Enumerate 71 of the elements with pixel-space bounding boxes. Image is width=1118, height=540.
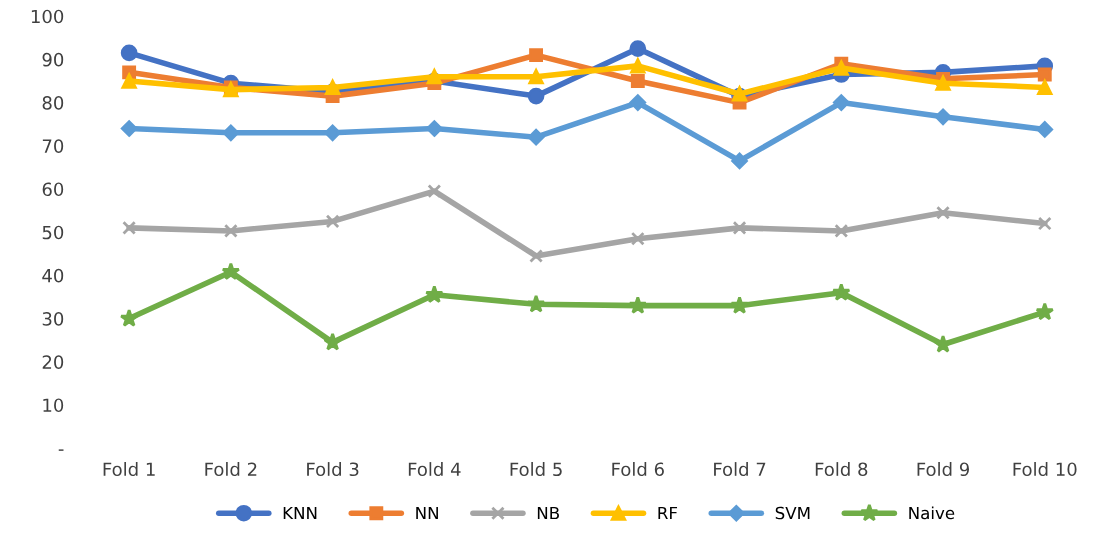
legend-label: NB xyxy=(537,506,559,520)
x-tick-label: Fold 6 xyxy=(612,462,664,477)
point xyxy=(426,69,442,85)
point xyxy=(629,40,647,57)
point xyxy=(1036,121,1054,138)
y-tick-label: 20 xyxy=(42,355,64,369)
point xyxy=(732,220,747,235)
y-tick-label: 90 xyxy=(42,52,64,67)
y-tick-label: 50 xyxy=(42,225,64,240)
point xyxy=(221,262,241,281)
point xyxy=(425,285,444,303)
point xyxy=(934,108,952,126)
legend-label: KNN xyxy=(283,506,317,520)
point xyxy=(119,308,139,327)
point xyxy=(630,74,645,88)
point xyxy=(630,231,645,246)
point xyxy=(1037,216,1052,231)
point xyxy=(222,124,240,142)
point xyxy=(833,94,850,111)
x-tick-label: Fold 1 xyxy=(103,462,155,477)
point xyxy=(324,79,341,96)
x-tick-label: Fold 9 xyxy=(917,462,969,477)
x-tick-label: Fold 10 xyxy=(1013,462,1077,477)
point xyxy=(630,58,646,74)
legend-label: Naive xyxy=(909,506,955,520)
point xyxy=(834,223,849,238)
point xyxy=(731,152,748,170)
x-tick-label: Fold 8 xyxy=(815,462,868,477)
point xyxy=(325,214,340,229)
point xyxy=(528,69,544,85)
point xyxy=(628,295,648,314)
point xyxy=(323,332,342,351)
y-tick-label: 70 xyxy=(42,139,64,153)
point xyxy=(122,220,137,235)
point xyxy=(529,48,544,63)
point xyxy=(427,184,442,199)
point xyxy=(120,44,138,62)
y-tick-label: 60 xyxy=(42,182,64,197)
x-tick-label: Fold 5 xyxy=(510,462,562,477)
y-tick-label: 10 xyxy=(43,398,64,413)
point xyxy=(935,75,951,91)
point xyxy=(529,249,544,263)
y-tick-label: - xyxy=(58,449,64,451)
point xyxy=(527,128,545,146)
legend-label: SVM xyxy=(775,506,810,520)
x-tick-label: Fold 2 xyxy=(205,462,257,477)
point xyxy=(1037,79,1053,96)
point xyxy=(223,223,238,238)
point xyxy=(936,205,950,220)
point xyxy=(121,73,137,89)
x-tick-label: Fold 4 xyxy=(408,462,461,477)
y-tick-label: 30 xyxy=(42,312,64,326)
legend-label: RF xyxy=(658,506,678,520)
point xyxy=(1035,302,1055,321)
point xyxy=(629,94,647,111)
x-tick-label: Fold 3 xyxy=(307,462,359,477)
y-tick-label: 80 xyxy=(42,96,64,110)
point xyxy=(527,87,545,105)
point xyxy=(831,282,851,301)
x-tick-label: Fold 7 xyxy=(714,462,766,477)
point xyxy=(426,120,443,137)
point xyxy=(730,295,749,314)
point xyxy=(324,124,341,142)
point xyxy=(933,334,953,353)
point xyxy=(526,294,546,313)
point xyxy=(120,120,138,137)
y-tick-label: 100 xyxy=(31,9,64,24)
point xyxy=(833,60,849,76)
legend-label: NN xyxy=(416,506,438,520)
y-tick-label: 40 xyxy=(42,268,64,283)
point xyxy=(1037,67,1052,82)
